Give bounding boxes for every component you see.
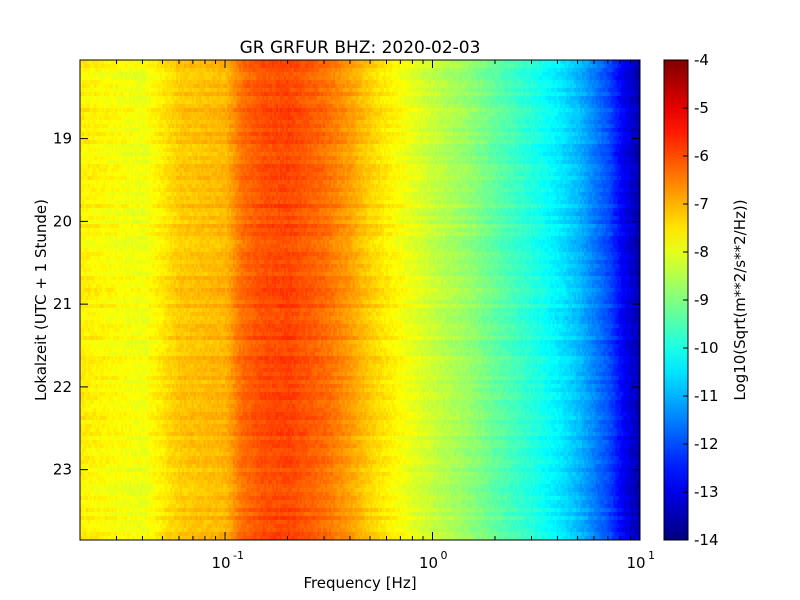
heatmap-cell	[641, 68, 645, 73]
heatmap-cell	[641, 60, 645, 65]
chart-title: GR GRFUR BHZ: 2020-02-03	[240, 38, 481, 58]
heatmap-cell	[641, 64, 645, 69]
heatmap-cell	[641, 72, 645, 77]
spectrogram-figure: GR GRFUR BHZ: 2020-02-03 10 -1 10 0 10 1 1920…	[0, 0, 800, 600]
spectrogram-heatmap	[80, 60, 645, 541]
